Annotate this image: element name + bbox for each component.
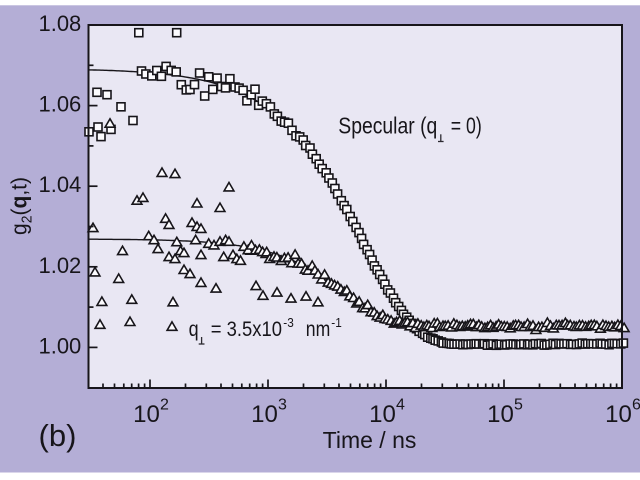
svg-text:10: 10 <box>133 401 160 428</box>
svg-text:nm: nm <box>306 317 331 341</box>
svg-text:10: 10 <box>369 401 396 428</box>
svg-text:= 3.5x10: = 3.5x10 <box>211 317 282 341</box>
svg-text:3: 3 <box>278 397 287 414</box>
svg-text:Specular (q: Specular (q <box>338 113 437 139</box>
svg-text:(b): (b) <box>39 418 77 453</box>
svg-text:10: 10 <box>487 401 514 428</box>
svg-text:= 0): = 0) <box>451 113 482 139</box>
svg-text:1.02: 1.02 <box>38 253 81 278</box>
svg-text:-3: -3 <box>283 316 294 330</box>
svg-text:Time / ns: Time / ns <box>323 427 417 453</box>
svg-text:4: 4 <box>396 397 405 414</box>
svg-text:1.08: 1.08 <box>38 11 81 36</box>
svg-text:-1: -1 <box>331 316 342 330</box>
svg-text:2: 2 <box>160 397 169 414</box>
svg-text:6: 6 <box>632 397 640 414</box>
svg-text:g2(q,t): g2(q,t) <box>6 177 35 235</box>
svg-text:5: 5 <box>514 397 523 414</box>
svg-text:10: 10 <box>605 401 632 428</box>
svg-text:q: q <box>189 317 199 341</box>
svg-text:1.04: 1.04 <box>38 172 81 197</box>
svg-text:1.00: 1.00 <box>38 333 81 358</box>
svg-text:1.06: 1.06 <box>38 92 81 117</box>
svg-text:10: 10 <box>251 401 278 428</box>
